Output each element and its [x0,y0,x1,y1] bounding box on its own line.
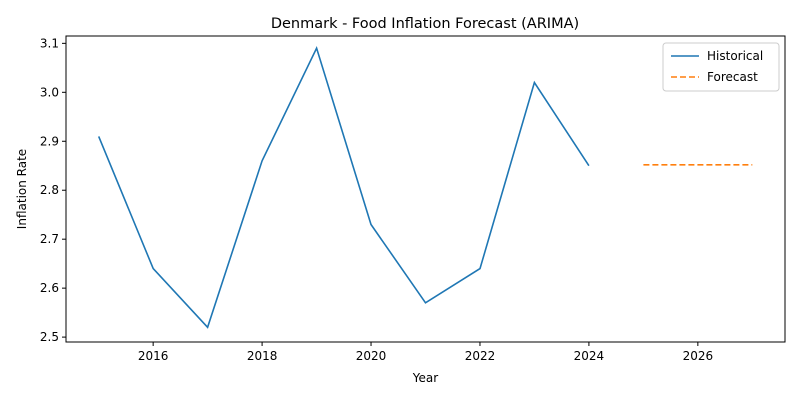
y-tick-label: 2.7 [40,232,59,246]
x-tick-label: 2024 [574,349,605,363]
x-tick-label: 2018 [247,349,278,363]
legend-box [662,42,780,92]
y-tick-label: 3.0 [40,85,59,99]
legend: Historical Forecast [662,42,780,92]
plot-frame [65,35,786,343]
plot-area [97,46,753,329]
x-tick-label: 2026 [683,349,714,363]
y-axis-label: Inflation Rate [15,149,29,229]
y-tick-label: 2.5 [40,330,59,344]
y-tick-label: 2.6 [40,281,59,295]
chart-title: Denmark - Food Inflation Forecast (ARIMA… [271,16,579,32]
legend-label: Historical [707,49,763,63]
y-tick-label: 2.8 [40,183,59,197]
y-tick-label: 3.1 [40,36,59,50]
y-tick-label: 2.9 [40,134,59,148]
legend-label: Forecast [707,70,758,84]
x-axis-label: Year [412,371,438,385]
x-tick-label: 2020 [356,349,387,363]
series-line-historical [97,46,590,329]
x-tick-label: 2022 [465,349,496,363]
axes: 2016 2018 2020 2022 2024 2026 2.5 2.6 2.7 2.8 2.9 3… [40,36,713,363]
x-tick-label: 2016 [138,349,169,363]
